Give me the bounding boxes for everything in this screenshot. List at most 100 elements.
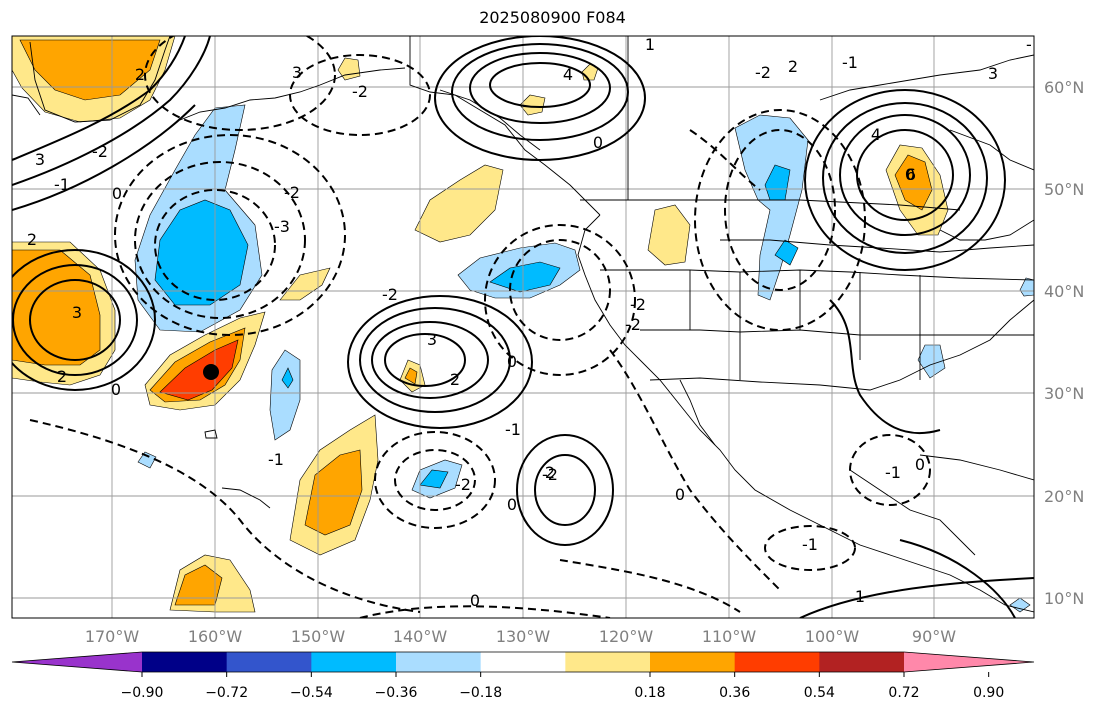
shade-positive bbox=[894, 154, 933, 211]
contour-label: 3 bbox=[427, 330, 437, 349]
colorbar-segment bbox=[734, 652, 820, 672]
lat-tick-label: 50°N bbox=[1044, 180, 1084, 199]
colorbar-tick-label: 0.90 bbox=[973, 685, 1004, 701]
shade-positive bbox=[304, 449, 363, 536]
contour-label: 3 bbox=[72, 303, 82, 322]
lat-tick-label: 60°N bbox=[1044, 78, 1084, 97]
shade-negative bbox=[734, 114, 809, 301]
colorbar-extend-max bbox=[904, 652, 1034, 672]
lon-tick-label: 110°W bbox=[702, 627, 757, 646]
shade-positive bbox=[414, 164, 504, 243]
colorbar-tick-label: −0.54 bbox=[290, 685, 333, 701]
contour-label: 0 bbox=[112, 184, 122, 203]
colorbar-tick-label: 0.72 bbox=[888, 685, 919, 701]
shade-positive bbox=[337, 57, 361, 81]
contour-label: -2 bbox=[755, 63, 771, 82]
coastlines bbox=[12, 36, 1034, 613]
contour-label: 0 bbox=[593, 133, 603, 152]
contour-label: -1 bbox=[54, 175, 70, 194]
latitude-ticks: 60°N 50°N 40°N 30°N 20°N 10°N bbox=[1044, 78, 1084, 608]
contour-label: 6 bbox=[906, 165, 916, 184]
contour-label: 2 bbox=[57, 367, 67, 386]
shade-positive bbox=[519, 94, 546, 116]
shade-negative bbox=[154, 199, 249, 306]
contour-label: 0 bbox=[470, 591, 480, 610]
contour-label: -2 bbox=[542, 465, 558, 484]
shade-negative bbox=[281, 367, 294, 389]
map-title: 2025080900 F084 bbox=[479, 8, 626, 27]
contour-label: -1 bbox=[268, 450, 284, 469]
colorbar-tick-label: 0.36 bbox=[719, 685, 750, 701]
lon-tick-label: 140°W bbox=[393, 627, 448, 646]
contour-lines bbox=[12, 36, 1034, 618]
shade-strong-positive bbox=[159, 339, 239, 401]
lon-tick-label: 160°W bbox=[188, 627, 243, 646]
contour-label: -1 bbox=[842, 53, 858, 72]
contour-label: -2 bbox=[284, 183, 300, 202]
contour-lines-dashed bbox=[29, 36, 931, 618]
contour-label: -1 bbox=[505, 420, 521, 439]
colorbar-tick-label: −0.18 bbox=[459, 685, 502, 701]
lon-tick-label: 100°W bbox=[805, 627, 860, 646]
contour-label: 2 bbox=[450, 370, 460, 389]
colorbar-tick-label: −0.36 bbox=[375, 685, 418, 701]
shade-negative bbox=[269, 349, 301, 441]
longitude-ticks: 170°W 160°W 150°W 140°W 130°W 120°W 110°… bbox=[85, 627, 956, 646]
lat-tick-label: 40°N bbox=[1044, 282, 1084, 301]
contour-label: 2 bbox=[27, 230, 37, 249]
lon-tick-label: 150°W bbox=[291, 627, 346, 646]
contour-label: 2 bbox=[788, 57, 798, 76]
colorbar-tick-label: 0.18 bbox=[634, 685, 665, 701]
contour-label: 0 bbox=[507, 352, 517, 371]
lon-tick-label: 130°W bbox=[496, 627, 551, 646]
colorbar: −0.90 −0.72 −0.54 −0.36 −0.18 0.18 0.36 0.54 0.7… bbox=[11, 651, 1035, 701]
shade-negative bbox=[917, 344, 946, 379]
map-location-marker bbox=[203, 364, 219, 380]
contour-label: -2 bbox=[625, 315, 641, 334]
contour-label: 0 bbox=[111, 380, 121, 399]
shade-negative bbox=[764, 164, 791, 201]
colorbar-segment bbox=[650, 652, 736, 672]
contour-label: -1 bbox=[1026, 35, 1042, 54]
shade-positive bbox=[174, 564, 223, 606]
contour-label: -1 bbox=[885, 463, 901, 482]
contour-label: 4 bbox=[563, 65, 573, 84]
contour-label: -3 bbox=[274, 217, 290, 236]
colorbar-segment bbox=[226, 652, 312, 672]
contour-label: 0 bbox=[905, 165, 915, 184]
contour-label: -2 bbox=[630, 295, 646, 314]
contour-label: 0 bbox=[507, 495, 517, 514]
colorbar-segment bbox=[311, 652, 397, 672]
colorbar-segment bbox=[396, 652, 482, 672]
contour-label: -2 bbox=[92, 142, 108, 161]
colorbar-segment bbox=[480, 652, 566, 672]
shade-negative bbox=[137, 451, 157, 469]
contour-label: 1 bbox=[855, 587, 865, 606]
contour-label: 0 bbox=[915, 455, 925, 474]
shade-positive bbox=[647, 204, 691, 266]
contour-label: 1 bbox=[645, 35, 655, 54]
map-frame bbox=[11, 35, 1035, 619]
shade-negative bbox=[489, 261, 561, 293]
shade-positive bbox=[404, 367, 418, 385]
contour-label: 3 bbox=[988, 64, 998, 83]
contour-label: -2 bbox=[455, 475, 471, 494]
contour-label: 3 bbox=[292, 63, 302, 82]
contour-label: -2 bbox=[352, 82, 368, 101]
colorbar-segment bbox=[819, 652, 905, 672]
colorbar-extend-min bbox=[12, 652, 142, 672]
shade-negative bbox=[419, 469, 449, 489]
shade-negative bbox=[1009, 597, 1031, 613]
lat-tick-label: 20°N bbox=[1044, 487, 1084, 506]
colorbar-tick-label: 0.54 bbox=[804, 685, 835, 701]
contour-label: 2 bbox=[135, 65, 145, 84]
shade-negative bbox=[774, 239, 799, 266]
colorbar-segment bbox=[565, 652, 651, 672]
contour-label: 4 bbox=[871, 125, 881, 144]
lat-tick-label: 30°N bbox=[1044, 384, 1084, 403]
contour-label: -1 bbox=[802, 535, 818, 554]
lat-tick-label: 10°N bbox=[1044, 589, 1084, 608]
